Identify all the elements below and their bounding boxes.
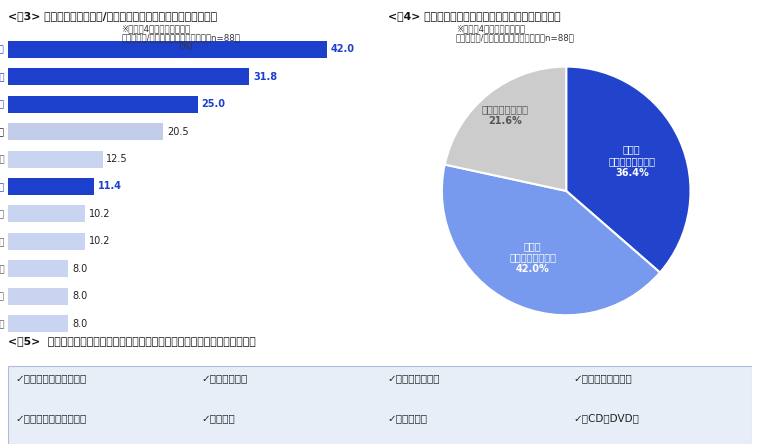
Text: 調べたことはない
21.6%: 調べたことはない 21.6% — [482, 105, 529, 126]
Text: 31.8: 31.8 — [253, 71, 277, 82]
Text: 8.0: 8.0 — [72, 264, 87, 274]
Wedge shape — [442, 165, 660, 315]
Bar — [8, 68, 249, 85]
Bar — [8, 95, 198, 113]
Bar — [8, 178, 94, 195]
Text: 簡単に
調べたことがある
42.0%: 簡単に 調べたことがある 42.0% — [509, 241, 556, 274]
Text: 12.5: 12.5 — [106, 154, 128, 164]
Text: ✓『マッサージチェア』: ✓『マッサージチェア』 — [15, 413, 87, 423]
Bar — [8, 41, 327, 58]
Text: ✓『骨董品・絵画』: ✓『骨董品・絵画』 — [574, 374, 632, 384]
Text: 8.0: 8.0 — [72, 291, 87, 301]
Text: 飼い始めた/飼育を検討した人ベース（n=88）: 飼い始めた/飼育を検討した人ベース（n=88） — [456, 34, 575, 43]
Text: 25.0: 25.0 — [201, 99, 226, 109]
Text: <図5>  ペット以外で癒しや心の安らぎを求めて購入したもの（自由回答抜粋）: <図5> ペット以外で癒しや心の安らぎを求めて購入したもの（自由回答抜粋） — [8, 336, 255, 346]
Text: ✓『洋服』: ✓『洋服』 — [201, 413, 235, 423]
Bar — [8, 288, 68, 305]
Bar — [8, 260, 68, 278]
Text: 8.0: 8.0 — [72, 319, 87, 329]
Text: 42.0: 42.0 — [331, 44, 355, 54]
Text: 詳しく
調べたことがある
36.4%: 詳しく 調べたことがある 36.4% — [608, 144, 655, 178]
Text: ※今年の4月以降にペットを: ※今年の4月以降にペットを — [122, 24, 191, 33]
Text: ✓『観葉植物』: ✓『観葉植物』 — [201, 374, 248, 384]
Wedge shape — [445, 67, 566, 191]
FancyBboxPatch shape — [8, 366, 752, 444]
Bar — [8, 233, 85, 250]
Bar — [8, 315, 68, 332]
Text: 11.4: 11.4 — [98, 182, 122, 191]
Wedge shape — [566, 67, 691, 273]
Bar — [8, 151, 103, 167]
Text: 10.2: 10.2 — [89, 209, 110, 219]
Text: 10.2: 10.2 — [89, 236, 110, 246]
Text: (%): (%) — [179, 42, 194, 51]
Bar — [8, 206, 85, 222]
Bar — [8, 123, 163, 140]
Text: <図3> ペットを飼い始めた/飼育を検討したきっかけ（複数回答）: <図3> ペットを飼い始めた/飼育を検討したきっかけ（複数回答） — [8, 11, 217, 21]
Text: ※今年の4月以降にペットを: ※今年の4月以降にペットを — [456, 24, 525, 33]
Text: ✓『ぬいぐるみ』: ✓『ぬいぐるみ』 — [388, 374, 440, 384]
Text: ✓『ルンバ』: ✓『ルンバ』 — [388, 413, 427, 423]
Text: ✓『ロボット型ペット』: ✓『ロボット型ペット』 — [15, 374, 87, 384]
Text: 20.5: 20.5 — [167, 127, 188, 137]
Text: ✓『CD・DVD』: ✓『CD・DVD』 — [574, 413, 639, 423]
Text: 飼い始めた/飼育を検討した人ベース（n=88）: 飼い始めた/飼育を検討した人ベース（n=88） — [122, 34, 240, 43]
Text: <図4> ペットの飼い方・育て方について（単一回答）: <図4> ペットの飼い方・育て方について（単一回答） — [388, 11, 560, 21]
